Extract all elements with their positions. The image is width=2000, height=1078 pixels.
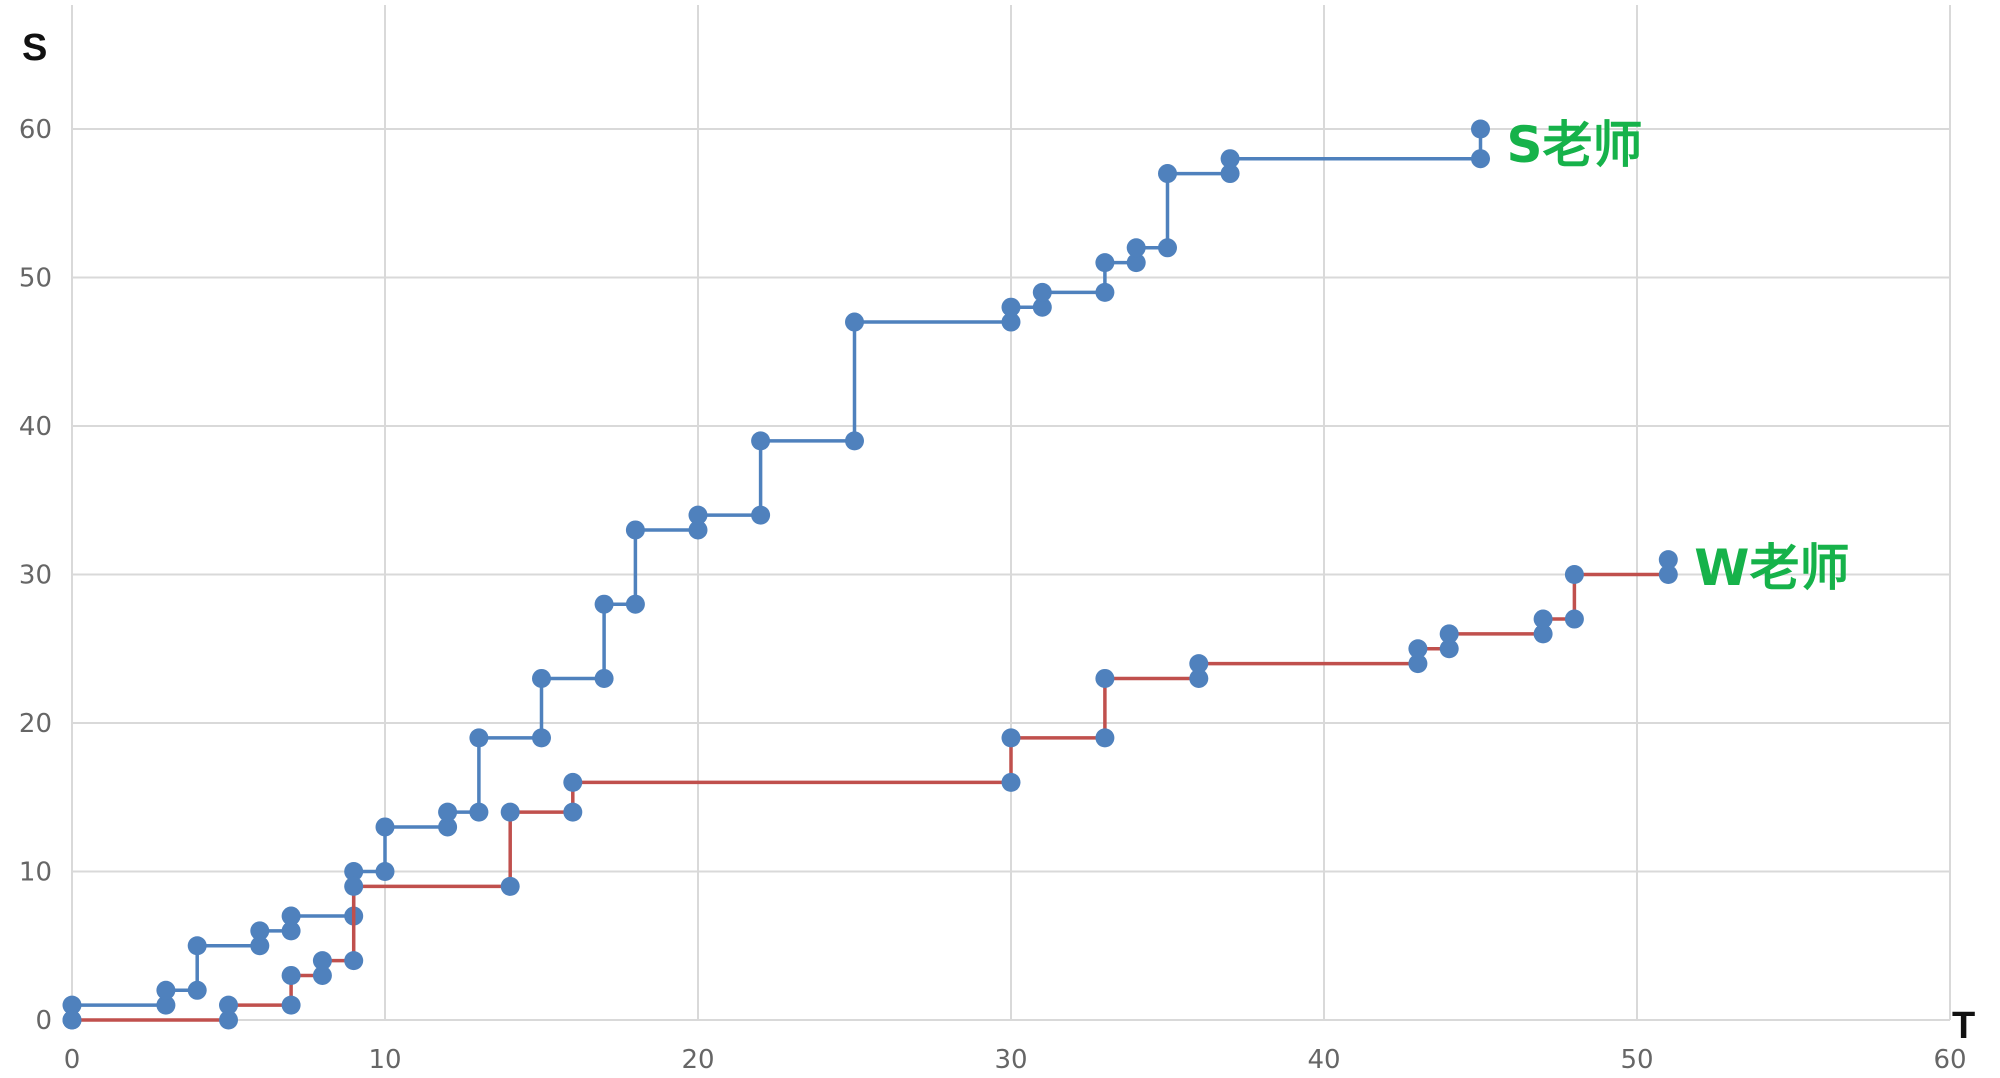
data-point bbox=[1533, 609, 1553, 629]
data-point bbox=[281, 921, 301, 941]
y-axis-title: S bbox=[22, 27, 47, 69]
data-point bbox=[1220, 164, 1240, 184]
data-point bbox=[594, 594, 614, 614]
x-tick-label: 20 bbox=[681, 1045, 714, 1075]
data-point bbox=[438, 802, 458, 822]
data-point bbox=[281, 906, 301, 926]
data-point bbox=[532, 668, 551, 688]
x-tick-label: 60 bbox=[1933, 1045, 1966, 1075]
data-point bbox=[1001, 297, 1021, 317]
y-tick-label: 10 bbox=[19, 858, 52, 888]
data-point bbox=[187, 936, 207, 956]
tick-labels: 0 10 20 30 40 50 60 0 10 20 30 40 50 60 bbox=[19, 115, 1967, 1075]
series-group: S老师 W老师 bbox=[62, 116, 1849, 1030]
data-point bbox=[1095, 282, 1115, 302]
series-label: W老师 bbox=[1694, 539, 1849, 597]
data-point bbox=[1032, 297, 1052, 317]
x-tick-label: 50 bbox=[1620, 1045, 1653, 1075]
data-point bbox=[1408, 639, 1428, 659]
data-point bbox=[563, 772, 583, 792]
data-point bbox=[156, 995, 176, 1015]
data-point bbox=[563, 802, 583, 822]
data-point bbox=[1564, 609, 1584, 629]
data-point bbox=[1001, 728, 1021, 748]
data-point bbox=[625, 594, 645, 614]
data-point bbox=[1439, 624, 1459, 644]
data-point bbox=[156, 980, 176, 1000]
y-tick-label: 60 bbox=[19, 115, 52, 145]
data-point bbox=[1189, 654, 1209, 674]
data-point bbox=[1095, 668, 1115, 688]
data-point bbox=[1189, 668, 1209, 688]
data-point bbox=[344, 862, 364, 881]
data-point bbox=[375, 817, 395, 837]
data-point bbox=[1220, 149, 1240, 169]
gridlines bbox=[71, 5, 1951, 1021]
data-point bbox=[1471, 149, 1490, 169]
series-line bbox=[72, 559, 1671, 1022]
x-axis-title: T bbox=[1952, 1005, 1975, 1047]
data-point bbox=[500, 802, 520, 822]
data-point bbox=[469, 802, 489, 822]
y-tick-label: 20 bbox=[19, 709, 52, 739]
data-point bbox=[1158, 238, 1177, 258]
data-point bbox=[751, 431, 771, 451]
data-point bbox=[594, 668, 614, 688]
x-tick-label: 30 bbox=[994, 1045, 1027, 1075]
data-point bbox=[1471, 119, 1490, 139]
data-point bbox=[375, 862, 395, 881]
data-point bbox=[219, 995, 238, 1015]
series-label: S老师 bbox=[1507, 116, 1643, 174]
data-point bbox=[845, 431, 864, 451]
y-tick-label: 50 bbox=[19, 264, 52, 294]
data-point bbox=[1658, 550, 1678, 570]
data-point bbox=[1126, 238, 1146, 258]
series-2: W老师 bbox=[62, 539, 1849, 1030]
data-point bbox=[62, 1010, 82, 1030]
x-tick-label: 40 bbox=[1307, 1045, 1340, 1075]
data-point bbox=[688, 520, 708, 540]
data-point bbox=[344, 876, 364, 896]
data-point bbox=[1001, 772, 1021, 792]
data-point bbox=[1032, 282, 1052, 302]
data-point bbox=[187, 980, 207, 1000]
data-point bbox=[219, 1010, 238, 1030]
data-point bbox=[312, 965, 332, 985]
data-point bbox=[625, 520, 645, 540]
data-point bbox=[845, 312, 864, 332]
data-point bbox=[1158, 164, 1177, 184]
data-point bbox=[344, 951, 364, 971]
data-point bbox=[1126, 253, 1146, 273]
data-point bbox=[250, 936, 270, 956]
data-point bbox=[1408, 654, 1428, 674]
data-point bbox=[62, 995, 82, 1015]
data-point bbox=[1658, 565, 1678, 584]
x-tick-label: 10 bbox=[368, 1045, 401, 1075]
data-point bbox=[281, 965, 301, 985]
data-point bbox=[1439, 639, 1459, 659]
data-point bbox=[500, 876, 520, 896]
data-point bbox=[532, 728, 551, 748]
data-point bbox=[1564, 565, 1584, 584]
data-point bbox=[1095, 253, 1115, 273]
data-point bbox=[688, 505, 708, 525]
y-tick-label: 0 bbox=[35, 1006, 52, 1036]
data-point bbox=[1533, 624, 1553, 644]
x-tick-label: 0 bbox=[64, 1045, 81, 1075]
data-point bbox=[281, 995, 301, 1015]
y-tick-label: 30 bbox=[19, 561, 52, 591]
data-point bbox=[1001, 312, 1021, 332]
data-point bbox=[469, 728, 489, 748]
data-point bbox=[438, 817, 458, 837]
data-point bbox=[1095, 728, 1115, 748]
data-point bbox=[751, 505, 771, 525]
data-point bbox=[312, 951, 332, 971]
data-point bbox=[250, 921, 270, 941]
y-tick-label: 40 bbox=[19, 412, 52, 442]
series-1: S老师 bbox=[62, 116, 1643, 1030]
